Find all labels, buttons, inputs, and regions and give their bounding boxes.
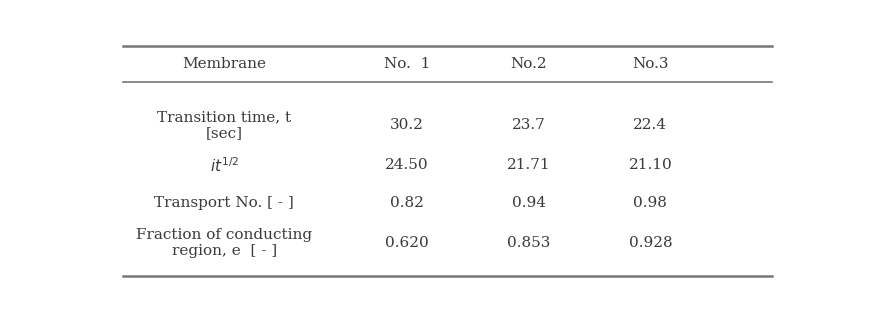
Text: 21.71: 21.71 [507,158,550,172]
Text: 0.82: 0.82 [390,197,423,211]
Text: $it^{1/2}$: $it^{1/2}$ [210,156,238,175]
Text: 22.4: 22.4 [634,118,667,132]
Text: 24.50: 24.50 [385,158,429,172]
Text: 0.853: 0.853 [507,236,550,250]
Text: 23.7: 23.7 [512,118,546,132]
Text: Transport No. [ - ]: Transport No. [ - ] [155,197,294,211]
Text: 0.928: 0.928 [629,236,672,250]
Text: No.3: No.3 [632,57,669,71]
Text: No.  1: No. 1 [383,57,430,71]
Text: 0.98: 0.98 [634,197,667,211]
Text: 30.2: 30.2 [390,118,423,132]
Text: Fraction of conducting
region, e  [ - ]: Fraction of conducting region, e [ - ] [136,227,313,258]
Text: 0.94: 0.94 [512,197,546,211]
Text: 21.10: 21.10 [629,158,672,172]
Text: Transition time, t
[sec]: Transition time, t [sec] [157,110,292,140]
Text: No.2: No.2 [511,57,546,71]
Text: 0.620: 0.620 [385,236,429,250]
Text: Membrane: Membrane [182,57,266,71]
